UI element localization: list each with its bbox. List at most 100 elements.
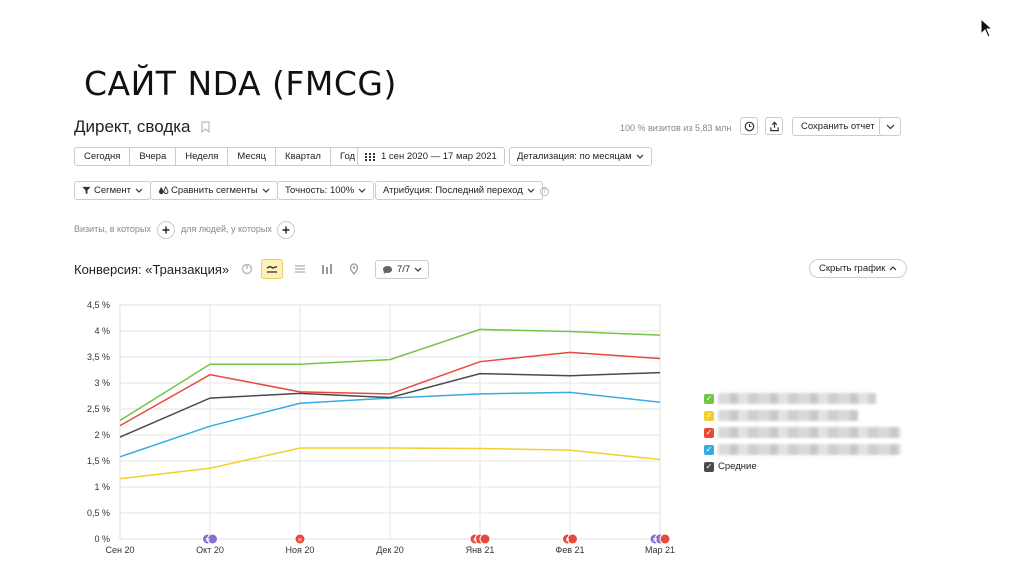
- period-selector: Сегодня Вчера Неделя Месяц Квартал Год: [74, 147, 366, 166]
- legend-label-redacted: [718, 410, 858, 421]
- map-pin-icon: [349, 263, 359, 275]
- event-marker-label: м: [205, 538, 209, 544]
- series-line-2: [119, 351, 661, 427]
- legend-label-redacted: [718, 427, 901, 438]
- chevron-down-icon: [886, 124, 894, 129]
- y-tick-label: 2 %: [94, 430, 110, 440]
- chevron-down-icon: [414, 267, 422, 272]
- visits-note: 100 % визитов из 5,83 млн: [620, 123, 732, 133]
- x-tick-label: Окт 20: [196, 545, 224, 555]
- hide-chart-button[interactable]: Скрыть график: [809, 259, 908, 278]
- chevron-down-icon: [358, 188, 366, 193]
- y-tick-label: 3,5 %: [87, 352, 110, 362]
- compare-segments-button[interactable]: Сравнить сегменты: [150, 181, 278, 200]
- date-range-button[interactable]: 1 сен 2020 — 17 мар 2021: [357, 147, 505, 166]
- segment-label: Сегмент: [94, 185, 132, 196]
- plot-frame: [119, 304, 661, 540]
- chevron-down-icon: [135, 188, 143, 193]
- legend-item[interactable]: ✓: [704, 407, 901, 424]
- y-tick-label: 1,5 %: [87, 456, 110, 466]
- y-tick-label: 4 %: [94, 326, 110, 336]
- event-marker-label: н: [298, 538, 301, 544]
- save-options-button[interactable]: [879, 117, 901, 136]
- legend-item[interactable]: ✓: [704, 424, 901, 441]
- y-tick-label: 3 %: [94, 378, 110, 388]
- pie-chart-button[interactable]: [236, 259, 258, 279]
- line-chart-icon: [266, 265, 278, 273]
- series-line-0: [119, 328, 661, 422]
- goals-select[interactable]: 7/7: [375, 260, 430, 279]
- event-marker: [207, 533, 218, 545]
- period-week-button[interactable]: Неделя: [175, 147, 229, 166]
- period-yesterday-button[interactable]: Вчера: [129, 147, 177, 166]
- x-tick-label: Сен 20: [106, 545, 135, 555]
- accuracy-label: Точность: 100%: [285, 185, 355, 196]
- comment-icon: [383, 265, 392, 274]
- attribution-select[interactable]: Атрибуция: Последний переход: [375, 181, 543, 200]
- calendar-icon: [365, 152, 375, 161]
- series-line-4: [119, 371, 661, 438]
- area-chart-icon: [295, 265, 305, 273]
- event-marker-label: н: [473, 538, 476, 544]
- map-chart-button[interactable]: [343, 259, 365, 279]
- history-button[interactable]: [740, 117, 758, 135]
- y-tick-label: 4,5 %: [87, 300, 110, 310]
- export-button[interactable]: [765, 117, 783, 135]
- bookmark-icon[interactable]: [201, 118, 210, 138]
- report-title-text: Директ, сводка: [74, 117, 191, 136]
- bar-chart-icon: [322, 264, 332, 274]
- x-tick-label: Мар 21: [645, 545, 675, 555]
- event-marker-label: м: [653, 538, 657, 544]
- report-title: Директ, сводка: [74, 117, 210, 138]
- area-chart-button[interactable]: [289, 259, 311, 279]
- event-marker: [479, 533, 491, 545]
- detail-select[interactable]: Детализация: по месяцам: [509, 147, 652, 166]
- upload-icon: [769, 121, 779, 131]
- checkbox-checked-icon[interactable]: ✓: [704, 410, 714, 421]
- segment-button[interactable]: Сегмент: [74, 181, 152, 200]
- x-tick-label: Янв 21: [466, 545, 495, 555]
- drops-icon: [159, 186, 169, 195]
- goals-label: 7/7: [397, 264, 411, 275]
- add-people-filter-button[interactable]: [277, 221, 295, 239]
- add-visits-filter-button[interactable]: [157, 221, 175, 239]
- period-quarter-button[interactable]: Квартал: [275, 147, 331, 166]
- x-tick-label: Дек 20: [376, 545, 404, 555]
- detail-label: Детализация: по месяцам: [517, 151, 632, 162]
- line-chart-button[interactable]: [261, 259, 283, 279]
- chevron-down-icon: [636, 154, 644, 159]
- chart-legend: ✓ ✓ ✓ ✓ ✓ Средние: [704, 390, 901, 475]
- compare-segments-label: Сравнить сегменты: [171, 185, 258, 196]
- help-icon[interactable]: ?: [540, 187, 549, 196]
- event-marker: [567, 533, 578, 545]
- slide-title: САЙТ NDA (FMCG): [84, 64, 397, 103]
- checkbox-checked-icon[interactable]: ✓: [704, 427, 714, 438]
- period-year-button[interactable]: Год: [329, 147, 366, 166]
- mouse-cursor-icon: [980, 18, 994, 38]
- checkbox-checked-icon[interactable]: ✓: [704, 444, 714, 455]
- clock-icon: [744, 121, 754, 131]
- attribution-label: Атрибуция: Последний переход: [383, 185, 523, 196]
- bar-chart-button[interactable]: [316, 259, 338, 279]
- legend-item[interactable]: ✓: [704, 441, 901, 458]
- plus-icon: [162, 226, 170, 234]
- visits-filter-label: Визиты, в которых: [74, 224, 151, 234]
- y-tick-label: 0 %: [94, 534, 110, 544]
- checkbox-checked-icon[interactable]: ✓: [704, 393, 714, 404]
- legend-item[interactable]: ✓: [704, 390, 901, 407]
- y-tick-label: 1 %: [94, 482, 110, 492]
- series-line-1: [119, 447, 661, 480]
- accuracy-select[interactable]: Точность: 100%: [277, 181, 375, 200]
- chevron-down-icon: [527, 188, 535, 193]
- y-tick-label: 0,5 %: [87, 508, 110, 518]
- legend-item-average[interactable]: ✓ Средние: [704, 458, 901, 475]
- period-month-button[interactable]: Месяц: [227, 147, 277, 166]
- event-marker: [659, 533, 671, 545]
- period-today-button[interactable]: Сегодня: [74, 147, 131, 166]
- filter-icon: [82, 186, 91, 195]
- checkbox-checked-icon[interactable]: ✓: [704, 461, 714, 472]
- people-filter-label: для людей, у которых: [181, 224, 272, 234]
- save-report-button[interactable]: Сохранить отчет: [792, 117, 884, 136]
- hide-chart-label: Скрыть график: [819, 263, 886, 274]
- plus-icon: [282, 226, 290, 234]
